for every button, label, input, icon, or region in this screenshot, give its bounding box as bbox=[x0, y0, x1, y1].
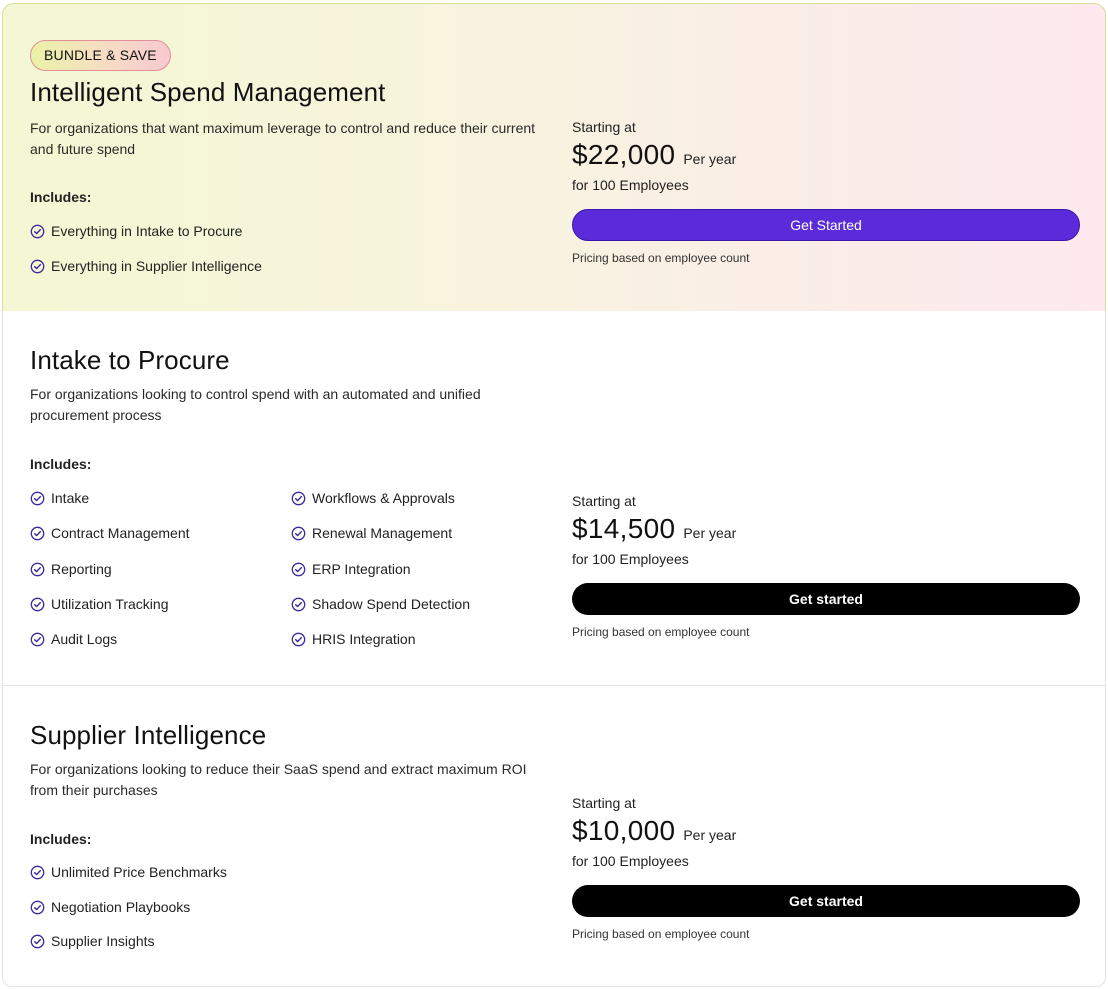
employee-count: for 100 Employees bbox=[572, 551, 689, 567]
includes-label: Includes: bbox=[30, 456, 92, 472]
check-circle-icon bbox=[291, 526, 306, 540]
check-circle-icon bbox=[30, 865, 45, 879]
price-row: $10,000 Per year bbox=[572, 815, 1080, 847]
pricing-block: Starting at $22,000 Per year for 100 Emp… bbox=[572, 119, 1080, 265]
feature-label: Utilization Tracking bbox=[51, 596, 169, 612]
feature-label: Everything in Supplier Intelligence bbox=[51, 258, 262, 274]
includes-label: Includes: bbox=[30, 831, 92, 847]
feature-label: Intake bbox=[51, 490, 90, 506]
employee-count: for 100 Employees bbox=[572, 177, 689, 193]
feature-item: Negotiation Playbooks bbox=[30, 899, 190, 915]
starting-at-label: Starting at bbox=[572, 795, 636, 811]
pricing-note: Pricing based on employee count bbox=[572, 625, 750, 639]
plan-description: For organizations looking to control spe… bbox=[30, 386, 481, 423]
check-circle-icon bbox=[30, 259, 45, 273]
feature-label: Everything in Intake to Procure bbox=[51, 223, 243, 239]
price-amount: $10,000 bbox=[572, 815, 676, 846]
starting-at-label: Starting at bbox=[572, 119, 636, 135]
check-circle-icon bbox=[291, 597, 306, 611]
feature-item: HRIS Integration bbox=[291, 631, 416, 647]
feature-label: Renewal Management bbox=[312, 525, 453, 541]
feature-item: Everything in Intake to Procure bbox=[30, 223, 242, 239]
price-amount: $22,000 bbox=[572, 139, 676, 170]
check-circle-icon bbox=[30, 224, 45, 238]
feature-item: Reporting bbox=[30, 561, 112, 577]
feature-label: Unlimited Price Benchmarks bbox=[51, 864, 227, 880]
starting-at-label: Starting at bbox=[572, 493, 636, 509]
bundle-badge: BUNDLE & SAVE bbox=[30, 40, 171, 71]
check-circle-icon bbox=[30, 526, 45, 540]
feature-item: Workflows & Approvals bbox=[291, 490, 455, 506]
check-circle-icon bbox=[30, 900, 45, 914]
pricing-note: Pricing based on employee count bbox=[572, 251, 750, 265]
price-row: $22,000 Per year bbox=[572, 139, 1080, 171]
get-started-button[interactable]: Get Started bbox=[572, 209, 1080, 241]
employee-count: for 100 Employees bbox=[572, 853, 689, 869]
feature-item: Shadow Spend Detection bbox=[291, 596, 470, 612]
price-period: Per year bbox=[683, 525, 737, 541]
feature-label: Reporting bbox=[51, 561, 112, 577]
pricing-block: Starting at $10,000 Per year for 100 Emp… bbox=[572, 795, 1080, 941]
get-started-button[interactable]: Get started bbox=[572, 885, 1080, 917]
get-started-button[interactable]: Get started bbox=[572, 583, 1080, 615]
price-period: Per year bbox=[683, 151, 737, 167]
plan-title: Intelligent Spend Management bbox=[30, 77, 386, 107]
feature-label: Workflows & Approvals bbox=[312, 490, 455, 506]
price-row: $14,500 Per year bbox=[572, 513, 1080, 545]
price-amount: $14,500 bbox=[572, 513, 676, 544]
feature-item: Contract Management bbox=[30, 525, 190, 541]
feature-label: Audit Logs bbox=[51, 631, 118, 647]
plan-title: Supplier Intelligence bbox=[30, 720, 267, 750]
plan-description: For organizations looking to reduce thei… bbox=[30, 761, 527, 798]
feature-item: Renewal Management bbox=[291, 525, 452, 541]
feature-item: Audit Logs bbox=[30, 631, 117, 647]
check-circle-icon bbox=[291, 562, 306, 576]
feature-label: HRIS Integration bbox=[312, 631, 416, 647]
check-circle-icon bbox=[30, 597, 45, 611]
includes-label: Includes: bbox=[30, 189, 92, 205]
feature-item: Everything in Supplier Intelligence bbox=[30, 258, 262, 274]
pricing-note: Pricing based on employee count bbox=[572, 927, 750, 941]
check-circle-icon bbox=[30, 491, 45, 505]
plan-description: For organizations that want maximum leve… bbox=[30, 120, 536, 157]
check-circle-icon bbox=[30, 562, 45, 576]
plan-title: Intake to Procure bbox=[30, 345, 230, 375]
pricing-block: Starting at $14,500 Per year for 100 Emp… bbox=[572, 493, 1080, 639]
feature-item: Unlimited Price Benchmarks bbox=[30, 864, 227, 880]
feature-item: Supplier Insights bbox=[30, 933, 155, 949]
price-period: Per year bbox=[683, 827, 737, 843]
check-circle-icon bbox=[30, 934, 45, 948]
plan-card-intelligent-spend: BUNDLE & SAVE Intelligent Spend Manageme… bbox=[2, 3, 1106, 312]
feature-label: Negotiation Playbooks bbox=[51, 899, 191, 915]
feature-item: Intake bbox=[30, 490, 89, 506]
plan-card-supplier-intelligence: Supplier Intelligence For organizations … bbox=[2, 685, 1106, 987]
check-circle-icon bbox=[291, 491, 306, 505]
check-circle-icon bbox=[30, 632, 45, 646]
feature-label: Shadow Spend Detection bbox=[312, 596, 470, 612]
feature-label: Contract Management bbox=[51, 525, 190, 541]
feature-label: Supplier Insights bbox=[51, 933, 155, 949]
feature-item: Utilization Tracking bbox=[30, 596, 169, 612]
feature-item: ERP Integration bbox=[291, 561, 411, 577]
feature-label: ERP Integration bbox=[312, 561, 411, 577]
plan-card-intake-to-procure: Intake to Procure For organizations look… bbox=[2, 311, 1106, 686]
check-circle-icon bbox=[291, 632, 306, 646]
